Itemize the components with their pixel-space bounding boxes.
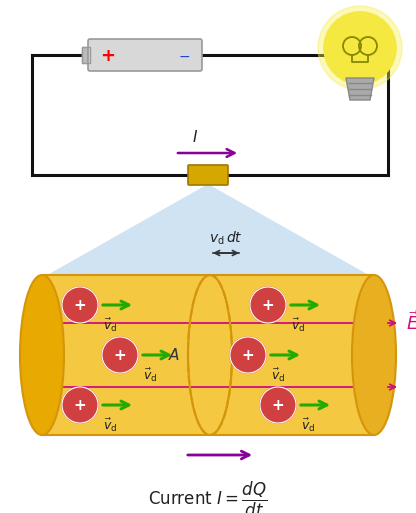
Text: $\vec{v}_\mathrm{d}$: $\vec{v}_\mathrm{d}$	[291, 317, 305, 334]
Text: $I$: $I$	[192, 129, 198, 145]
Ellipse shape	[352, 275, 396, 435]
Text: $\vec{v}_\mathrm{d}$: $\vec{v}_\mathrm{d}$	[271, 367, 285, 384]
Circle shape	[230, 337, 266, 373]
Circle shape	[250, 287, 286, 323]
FancyBboxPatch shape	[188, 165, 228, 185]
Text: $v_\mathrm{d}\,dt$: $v_\mathrm{d}\,dt$	[209, 230, 243, 247]
Text: $-$: $-$	[178, 49, 190, 63]
Circle shape	[324, 12, 396, 84]
Polygon shape	[42, 184, 374, 278]
FancyBboxPatch shape	[88, 39, 202, 71]
Circle shape	[62, 287, 98, 323]
Bar	[82, 47, 90, 63]
Ellipse shape	[20, 275, 64, 435]
Bar	[42, 275, 374, 435]
Text: +: +	[74, 398, 87, 412]
Text: Current $I = \dfrac{dQ}{dt}$: Current $I = \dfrac{dQ}{dt}$	[149, 480, 267, 513]
Text: $\vec{v}_\mathrm{d}$: $\vec{v}_\mathrm{d}$	[103, 317, 117, 334]
Polygon shape	[346, 78, 374, 100]
Text: $\vec{v}_\mathrm{d}$: $\vec{v}_\mathrm{d}$	[301, 417, 315, 435]
Text: $\vec{v}_\mathrm{d}$: $\vec{v}_\mathrm{d}$	[143, 367, 157, 384]
Text: +: +	[272, 398, 285, 412]
Circle shape	[102, 337, 138, 373]
Bar	[82, 47, 90, 63]
Text: +: +	[101, 47, 116, 65]
Text: $\vec{E}$: $\vec{E}$	[406, 311, 416, 334]
Circle shape	[260, 387, 296, 423]
Text: +: +	[242, 347, 254, 363]
Text: +: +	[74, 298, 87, 312]
Circle shape	[62, 387, 98, 423]
Text: $\vec{v}_\mathrm{d}$: $\vec{v}_\mathrm{d}$	[103, 417, 117, 435]
Text: $A$: $A$	[168, 347, 180, 363]
Circle shape	[318, 6, 402, 90]
Text: +: +	[262, 298, 275, 312]
Text: +: +	[114, 347, 126, 363]
